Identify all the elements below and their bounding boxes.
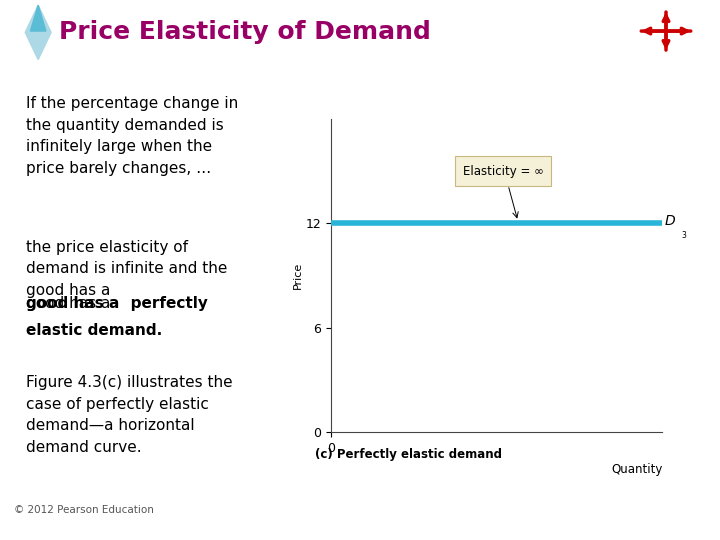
Text: (c) Perfectly elastic demand: (c) Perfectly elastic demand [315,448,503,461]
Text: $_3$: $_3$ [680,229,687,241]
Text: If the percentage change in
the quantity demanded is
infinitely large when the
p: If the percentage change in the quantity… [26,96,238,176]
Text: the price elasticity of
demand is infinite and the
good has a: the price elasticity of demand is infini… [26,240,228,298]
FancyBboxPatch shape [455,156,552,186]
Polygon shape [25,5,51,59]
Y-axis label: Price: Price [293,262,303,289]
Text: $D$: $D$ [664,214,676,228]
Text: Quantity: Quantity [611,463,662,476]
Text: good has a   perfectly: good has a perfectly [26,295,208,310]
Text: Price Elasticity of Demand: Price Elasticity of Demand [59,21,431,44]
Text: good has a: good has a [26,295,115,310]
Text: Elasticity = ∞: Elasticity = ∞ [463,165,544,178]
Text: © 2012 Pearson Education: © 2012 Pearson Education [14,505,154,515]
Text: Figure 4.3(c) illustrates the
case of perfectly elastic
demand—a horizontal
dema: Figure 4.3(c) illustrates the case of pe… [26,375,233,455]
Text: good has a: good has a [26,295,174,310]
Polygon shape [30,5,46,31]
Text: elastic demand.: elastic demand. [26,323,162,339]
